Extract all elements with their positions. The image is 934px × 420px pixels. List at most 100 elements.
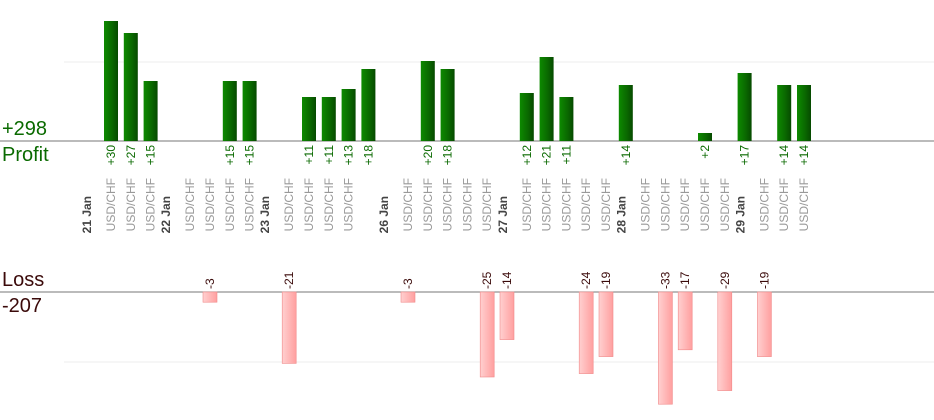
category-label: USD/CHF bbox=[243, 178, 257, 231]
profit-value-label: +15 bbox=[243, 145, 257, 166]
category-label: USD/CHF bbox=[718, 178, 732, 231]
date-labels: 21 Jan 22 Jan 23 Jan 26 Jan 27 Jan 28 Jan 29 J… bbox=[80, 196, 747, 233]
loss-bar bbox=[578, 291, 594, 374]
profit-value-label: +21 bbox=[540, 145, 554, 166]
category-label: USD/CHF bbox=[757, 178, 771, 231]
loss-bar bbox=[202, 291, 218, 303]
profit-value-label: +15 bbox=[144, 145, 158, 166]
loss-bar bbox=[717, 291, 733, 391]
profit-bars bbox=[104, 21, 811, 141]
profit-bar bbox=[698, 133, 712, 141]
loss-value-label: -3 bbox=[203, 278, 217, 289]
date-label: 21 Jan bbox=[80, 196, 94, 233]
loss-bars bbox=[202, 291, 772, 405]
date-label: 27 Jan bbox=[496, 196, 510, 233]
profit-bar bbox=[777, 85, 792, 141]
category-labels: USD/CHF USD/CHF USD/CHF USD/CHF USD/CHF USD/C… bbox=[104, 178, 811, 231]
category-label: USD/CHF bbox=[678, 178, 692, 231]
loss-bar bbox=[598, 291, 614, 357]
profit-value-label: +14 bbox=[797, 145, 811, 166]
profit-bar bbox=[104, 21, 118, 141]
profit-value-label: +13 bbox=[342, 145, 356, 166]
category-label: USD/CHF bbox=[124, 178, 138, 231]
profit-bar bbox=[242, 81, 257, 141]
profit-bar bbox=[559, 97, 574, 141]
category-label: USD/CHF bbox=[559, 178, 573, 231]
profit-bar bbox=[341, 89, 356, 141]
category-label: USD/CHF bbox=[104, 178, 118, 231]
loss-value-label: -19 bbox=[599, 271, 613, 289]
profit-total: +298 bbox=[2, 118, 48, 140]
date-label: 29 Jan bbox=[733, 196, 747, 233]
category-label: USD/CHF bbox=[401, 178, 415, 231]
category-label: USD/CHF bbox=[441, 178, 455, 231]
profit-value-label: +11 bbox=[302, 145, 316, 165]
profit-value-label: +27 bbox=[124, 145, 138, 166]
category-label: USD/CHF bbox=[540, 178, 554, 231]
loss-value-label: -33 bbox=[658, 271, 672, 289]
loss-bar bbox=[757, 291, 772, 357]
profit-bar bbox=[302, 97, 316, 141]
loss-bar bbox=[499, 291, 515, 340]
loss-value-label: -17 bbox=[678, 271, 692, 289]
date-label: 23 Jan bbox=[258, 196, 272, 233]
profit-value-label: +18 bbox=[361, 145, 375, 166]
category-label: USD/CHF bbox=[520, 178, 534, 231]
date-label: 28 Jan bbox=[615, 196, 629, 233]
loss-value-label: -21 bbox=[282, 271, 296, 289]
profit-label: Profit bbox=[2, 144, 49, 166]
profit-value-label: +18 bbox=[441, 145, 455, 166]
profit-value-label: +17 bbox=[738, 145, 752, 166]
profit-bar bbox=[797, 85, 811, 141]
category-label: USD/CHF bbox=[282, 178, 296, 231]
profit-bar bbox=[321, 97, 336, 141]
profit-value-label: +11 bbox=[322, 145, 336, 165]
category-label: USD/CHF bbox=[579, 178, 593, 231]
category-label: USD/CHF bbox=[421, 178, 435, 231]
profit-value-label: +12 bbox=[520, 145, 534, 166]
category-label: USD/CHF bbox=[183, 178, 197, 231]
loss-value-label: -19 bbox=[757, 271, 771, 289]
profit-value-label: +11 bbox=[559, 145, 573, 165]
loss-bar bbox=[658, 291, 673, 405]
category-label: USD/CHF bbox=[599, 178, 613, 231]
profit-bar bbox=[143, 81, 158, 141]
loss-bar bbox=[400, 291, 416, 303]
loss-bar bbox=[479, 291, 495, 378]
category-label: USD/CHF bbox=[797, 178, 811, 231]
loss-total: -207 bbox=[2, 295, 43, 317]
category-label: USD/CHF bbox=[460, 178, 474, 231]
profit-value-label: +20 bbox=[421, 145, 435, 166]
category-label: USD/CHF bbox=[698, 178, 712, 231]
date-label: 26 Jan bbox=[377, 196, 391, 233]
profit-bar bbox=[222, 81, 237, 141]
profit-value-label: +14 bbox=[619, 145, 633, 166]
profit-bar bbox=[519, 93, 534, 141]
profit-value-label: +30 bbox=[104, 145, 118, 166]
profit-value-label: +14 bbox=[777, 145, 791, 166]
category-label: USD/CHF bbox=[777, 178, 791, 231]
category-label: USD/CHF bbox=[658, 178, 672, 231]
loss-bar bbox=[281, 291, 297, 364]
profit-bar bbox=[361, 69, 376, 141]
category-label: USD/CHF bbox=[639, 178, 653, 231]
value-labels: +30 +27 +15 -3 +15 +15 -21 +11 +11 +13 +18 -3 +20 +18… bbox=[104, 145, 811, 289]
profit-value-label: +2 bbox=[698, 145, 712, 159]
category-label: USD/CHF bbox=[144, 178, 158, 231]
loss-value-label: -25 bbox=[480, 271, 494, 289]
profit-bar bbox=[737, 73, 752, 141]
category-label: USD/CHF bbox=[322, 178, 336, 231]
profit-value-label: +15 bbox=[223, 145, 237, 166]
profit-bar bbox=[123, 33, 138, 141]
loss-value-label: -14 bbox=[500, 271, 514, 289]
date-label: 22 Jan bbox=[159, 196, 173, 233]
loss-value-label: -29 bbox=[718, 271, 732, 289]
loss-bar bbox=[677, 291, 693, 351]
loss-value-label: -24 bbox=[579, 271, 593, 289]
category-label: USD/CHF bbox=[342, 178, 356, 231]
loss-value-label: -3 bbox=[401, 278, 415, 289]
category-label: USD/CHF bbox=[223, 178, 237, 231]
category-label: USD/CHF bbox=[203, 178, 217, 231]
